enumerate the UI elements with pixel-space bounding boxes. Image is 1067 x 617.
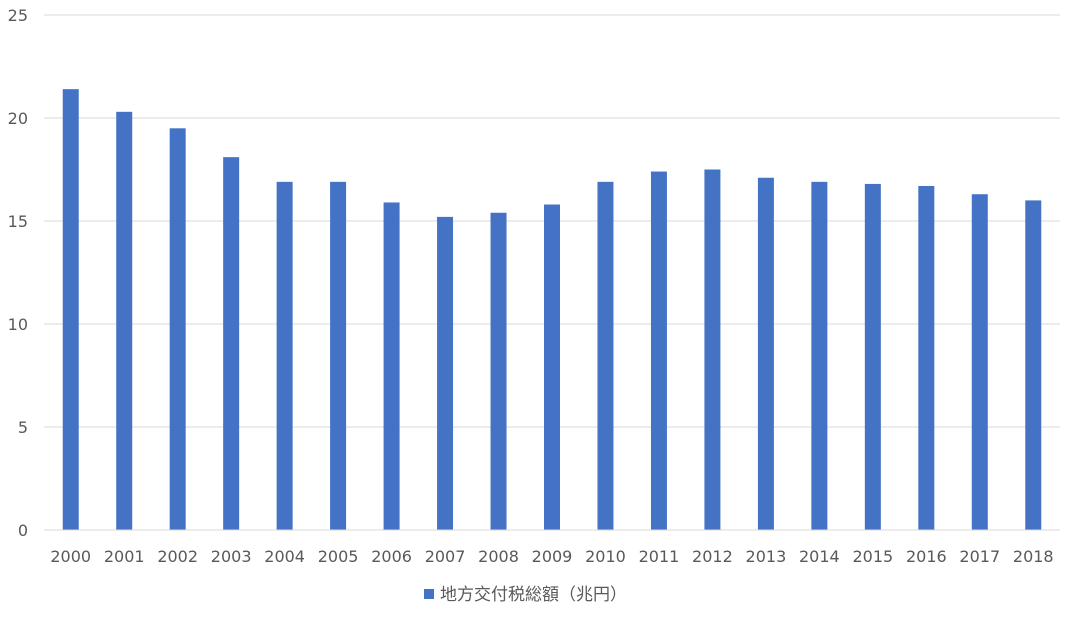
y-tick-label-5: 5	[18, 418, 28, 437]
bar-2014	[811, 181, 828, 531]
y-tick-label-10: 10	[8, 315, 28, 334]
x-tick-label-2014: 2014	[799, 547, 840, 566]
x-tick-label-2007: 2007	[425, 547, 466, 566]
y-tick-label-0: 0	[18, 521, 28, 540]
bar-2011	[650, 171, 667, 530]
x-tick-label-2000: 2000	[50, 547, 91, 566]
bar-2013	[757, 177, 774, 531]
x-tick-label-2012: 2012	[692, 547, 733, 566]
y-tick-label-15: 15	[8, 212, 28, 231]
x-tick-label-2018: 2018	[1013, 547, 1054, 566]
bar-2001	[116, 111, 133, 530]
bar-2007	[437, 216, 454, 530]
bar-2016	[918, 185, 935, 531]
bars	[62, 89, 1042, 531]
bar-2010	[597, 181, 614, 531]
bar-2012	[704, 169, 721, 530]
bar-2006	[383, 202, 400, 530]
x-tick-label-2011: 2011	[639, 547, 680, 566]
bar-2004	[276, 181, 293, 531]
x-tick-label-2010: 2010	[585, 547, 626, 566]
x-tick-label-2006: 2006	[371, 547, 412, 566]
bar-2005	[330, 181, 347, 531]
bar-2015	[864, 183, 881, 531]
x-tick-label-2015: 2015	[852, 547, 893, 566]
x-tick-label-2017: 2017	[959, 547, 1000, 566]
x-tick-label-2013: 2013	[746, 547, 787, 566]
y-tick-label-25: 25	[8, 6, 28, 25]
x-tick-label-2001: 2001	[104, 547, 145, 566]
legend-label: 地方交付税総額（兆円）	[440, 585, 627, 605]
y-axis-tick-labels: 0 5 10 15 20 25	[8, 6, 28, 540]
bar-2008	[490, 212, 507, 530]
bar-2002	[169, 128, 186, 531]
bar-2000	[62, 89, 79, 530]
x-tick-label-2008: 2008	[478, 547, 519, 566]
y-tick-label-20: 20	[8, 109, 28, 128]
legend: 地方交付税総額（兆円）	[424, 585, 627, 605]
x-axis-tick-labels: 2000 2001 2002 2003 2004 2005 2006 2007 2008 2009…	[50, 547, 1053, 566]
bar-2018	[1025, 200, 1042, 530]
x-tick-label-2002: 2002	[157, 547, 198, 566]
x-tick-label-2009: 2009	[532, 547, 573, 566]
bar-2003	[223, 157, 240, 530]
legend-swatch	[424, 589, 434, 599]
bar-2017	[971, 194, 988, 530]
bar-2009	[544, 204, 560, 530]
x-tick-label-2005: 2005	[318, 547, 359, 566]
x-tick-label-2004: 2004	[264, 547, 305, 566]
x-tick-label-2016: 2016	[906, 547, 947, 566]
x-tick-label-2003: 2003	[211, 547, 252, 566]
